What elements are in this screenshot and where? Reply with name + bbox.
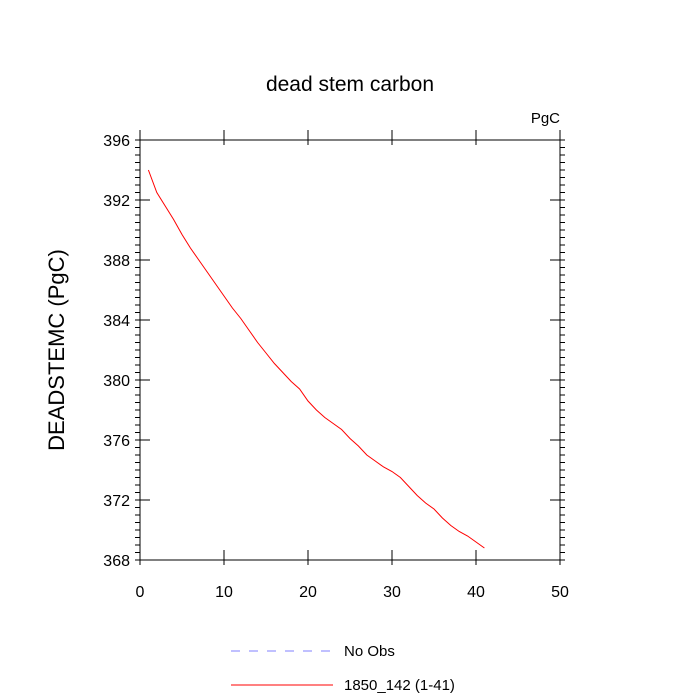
y-tick-label: 376 (103, 433, 130, 450)
x-tick-label: 10 (215, 584, 233, 601)
x-tick-label: 20 (299, 584, 317, 601)
y-tick-label: 392 (103, 193, 130, 210)
x-tick-label: 40 (467, 584, 485, 601)
y-axis-label: DEADSTEMC (PgC) (44, 249, 69, 451)
y-tick-label: 368 (103, 553, 130, 570)
legend-label-1: 1850_142 (1-41) (344, 677, 455, 694)
plot-frame (139, 139, 561, 561)
y-tick-label: 372 (103, 493, 130, 510)
x-tick-label: 30 (383, 584, 401, 601)
y-tick-label: 380 (103, 373, 130, 390)
x-tick-label: 0 (136, 584, 145, 601)
y-tick-label: 396 (103, 133, 130, 150)
legend-label-0: No Obs (344, 643, 395, 660)
x-tick-label: 50 (551, 584, 569, 601)
series-line-0 (147, 169, 485, 549)
chart-title: dead stem carbon (266, 73, 434, 96)
units-label: PgC (531, 110, 560, 127)
y-tick-label: 388 (103, 253, 130, 270)
y-tick-label: 384 (103, 313, 130, 330)
